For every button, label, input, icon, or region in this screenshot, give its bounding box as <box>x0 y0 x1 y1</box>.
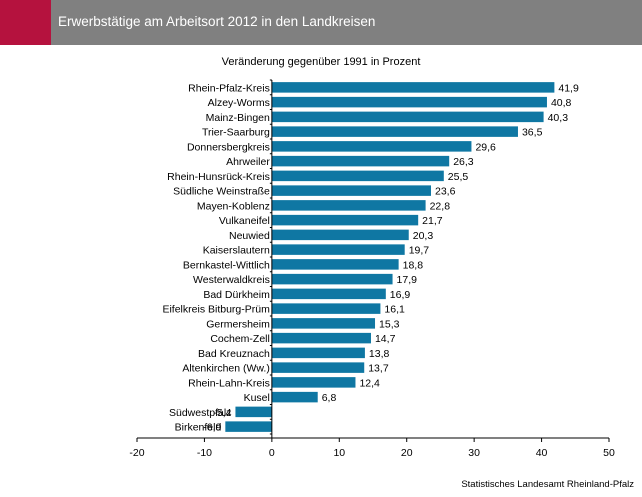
value-label: 13,7 <box>368 363 389 375</box>
category-label: Vulkaneifel <box>219 215 270 227</box>
category-label: Bad Dürkheim <box>203 289 270 301</box>
bar <box>271 244 405 255</box>
category-label: Westerwaldkreis <box>193 274 270 286</box>
category-label: Alzey-Worms <box>208 97 270 109</box>
value-label: 20,3 <box>413 230 434 242</box>
bar <box>271 155 450 167</box>
source-note: Statistisches Landesamt Rheinland-Pfalz <box>461 479 634 490</box>
category-label: Südwestpfalz <box>169 407 231 419</box>
value-label: 17,9 <box>397 274 418 286</box>
x-tick-label: 30 <box>468 447 480 459</box>
bar <box>271 259 399 270</box>
category-label: Rhein-Lahn-Kreis <box>188 377 270 389</box>
category-label: Donnersbergkreis <box>187 141 270 153</box>
x-tick-label: 10 <box>333 447 345 459</box>
value-label: -6,9 <box>203 422 221 434</box>
value-label: 25,5 <box>448 171 469 183</box>
bar <box>271 347 365 359</box>
category-label: Trier-Saarburg <box>202 127 270 139</box>
header-accent <box>0 0 51 45</box>
value-label: 12,4 <box>359 377 380 389</box>
bar <box>271 377 356 388</box>
category-label: Eifelkreis Bitburg-Prüm <box>162 304 270 316</box>
value-label: 18,8 <box>403 259 424 271</box>
value-label: -5,4 <box>213 407 231 419</box>
x-tick-label: 0 <box>269 447 275 459</box>
bar <box>271 362 365 373</box>
category-label: Ahrweiler <box>226 156 270 168</box>
bar <box>271 185 431 196</box>
chart-title: Veränderung gegenüber 1991 in Prozent <box>221 56 421 68</box>
value-label: 16,9 <box>390 289 411 301</box>
category-label: Südliche Weinstraße <box>173 186 270 198</box>
x-tick-label: -20 <box>129 447 144 459</box>
category-label: Altenkirchen (Ww.) <box>182 363 270 375</box>
bar <box>271 82 555 93</box>
bar <box>271 288 386 300</box>
x-tick-label: -10 <box>197 447 212 459</box>
category-label: Rhein-Hunsrück-Kreis <box>167 171 270 183</box>
page-title: Erwerbstätige am Arbeitsort 2012 in den … <box>58 14 376 29</box>
bar <box>271 111 544 123</box>
value-label: 23,6 <box>435 186 456 198</box>
bar <box>271 391 318 403</box>
bar <box>271 170 444 182</box>
bar <box>271 96 547 108</box>
category-label: Mayen-Koblenz <box>197 200 270 212</box>
value-label: 15,3 <box>379 318 400 330</box>
value-label: 29,6 <box>475 141 496 153</box>
category-label: Rhein-Pfalz-Kreis <box>188 82 270 94</box>
value-label: 13,8 <box>369 348 390 360</box>
bar <box>271 229 409 241</box>
category-label: Kaiserslautern <box>203 245 270 257</box>
x-tick-label: 50 <box>603 447 615 459</box>
value-label: 40,3 <box>548 112 569 124</box>
category-label: Bad Kreuznach <box>198 348 270 360</box>
bar <box>271 332 371 344</box>
value-label: 36,5 <box>522 127 543 139</box>
bar <box>271 141 472 152</box>
header-bar: Erwerbstätige am Arbeitsort 2012 in den … <box>0 0 642 45</box>
category-label: Bernkastel-Wittlich <box>183 259 270 271</box>
bar <box>271 318 376 329</box>
value-label: 40,8 <box>551 97 572 109</box>
bar <box>271 273 393 285</box>
category-label: Mainz-Bingen <box>206 112 270 124</box>
category-label: Kusel <box>244 392 270 404</box>
bar <box>271 303 381 314</box>
value-label: 6,8 <box>322 392 337 404</box>
value-label: 16,1 <box>384 304 405 316</box>
bar <box>225 421 272 432</box>
bar <box>271 200 426 211</box>
value-label: 26,3 <box>453 156 474 168</box>
value-label: 19,7 <box>409 245 430 257</box>
x-tick-label: 20 <box>401 447 413 459</box>
bar <box>271 214 419 226</box>
bar <box>271 126 518 137</box>
category-label: Germersheim <box>206 318 270 330</box>
x-tick-label: 40 <box>536 447 548 459</box>
value-label: 22,8 <box>430 200 451 212</box>
category-label: Cochem-Zell <box>210 333 270 345</box>
category-label: Birkenfeld <box>175 422 222 434</box>
value-label: 21,7 <box>422 215 443 227</box>
category-label: Neuwied <box>229 230 270 242</box>
value-label: 14,7 <box>375 333 396 345</box>
bar <box>235 406 272 418</box>
value-label: 41,9 <box>558 82 579 94</box>
